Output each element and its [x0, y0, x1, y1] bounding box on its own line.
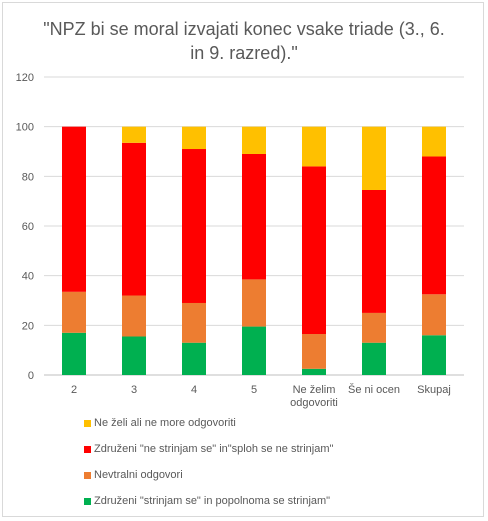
legend-label: Združeni "ne strinjam se" in"sploh se ne… [94, 443, 334, 455]
legend-item: Združeni "strinjam se" in popolnoma se s… [84, 488, 333, 514]
bar-segment [422, 126, 446, 157]
x-tick-label: 2 [71, 384, 77, 396]
legend-item: Združeni "ne strinjam se" in"sploh se ne… [84, 436, 333, 462]
bar-segment [242, 153, 266, 280]
bar-segment [362, 189, 386, 313]
chart-title-line-2: in 9. razred)." [190, 43, 298, 63]
y-tick-label: 40 [22, 271, 34, 283]
bar-segment [182, 302, 206, 343]
bar-segment [62, 332, 86, 375]
x-tick-label: 4 [191, 384, 197, 396]
bar-segment [182, 342, 206, 375]
legend-item: Ne želi ali ne more odgovoriti [84, 410, 333, 436]
legend-label: Združeni "strinjam se" in popolnoma se s… [94, 495, 331, 507]
legend-item: Nevtralni odgovori [84, 462, 333, 488]
bar-segment [122, 295, 146, 337]
chart-title-line-1: "NPZ bi se moral izvajati konec vsake tr… [43, 19, 445, 39]
x-tick-label: odgovoriti [290, 397, 338, 409]
bar-segment [122, 142, 146, 296]
bar-segment [362, 312, 386, 343]
y-tick-label: 100 [16, 122, 34, 134]
x-tick-label: Skupaj [417, 384, 451, 396]
bars [62, 126, 446, 375]
y-axis-ticks: 0 20 40 60 80 100 120 [16, 72, 34, 382]
x-tick-label: 5 [251, 384, 257, 396]
chart-title: "NPZ bi se moral izvajati konec vsake tr… [0, 17, 488, 65]
bar-segment [182, 126, 206, 150]
x-tick-label: Še ni ocen [348, 383, 400, 396]
bar-segment [242, 279, 266, 327]
legend-swatch [84, 445, 91, 453]
bar-segment [302, 126, 326, 167]
y-tick-label: 0 [28, 370, 34, 382]
bar-segment [242, 126, 266, 154]
y-tick-label: 60 [22, 221, 34, 233]
bar-segment [122, 336, 146, 375]
y-tick-label: 120 [16, 72, 34, 84]
x-tick-label: 3 [131, 384, 137, 396]
legend-swatch [84, 471, 91, 479]
bar-segment [362, 342, 386, 375]
legend-label: Nevtralni odgovori [94, 469, 183, 481]
x-tick-label: Ne želim [293, 384, 336, 396]
bar-segment [122, 126, 146, 143]
y-tick-label: 80 [22, 171, 34, 183]
bar-segment [302, 334, 326, 369]
bar-segment [302, 166, 326, 335]
legend-swatch [84, 497, 91, 505]
bar-segment [62, 126, 86, 292]
bar-segment [242, 326, 266, 375]
bar-segment [302, 368, 326, 375]
bar-segment [362, 126, 386, 190]
bar-segment [422, 156, 446, 295]
legend-swatch [84, 419, 91, 427]
y-tick-label: 20 [22, 320, 34, 332]
bar-segment [62, 291, 86, 333]
legend-label: Ne želi ali ne more odgovoriti [94, 417, 236, 429]
bar-segment [182, 149, 206, 303]
legend: Ne želi ali ne more odgovoriti Združeni "… [84, 410, 333, 514]
bar-segment [422, 294, 446, 336]
bar-segment [422, 335, 446, 375]
